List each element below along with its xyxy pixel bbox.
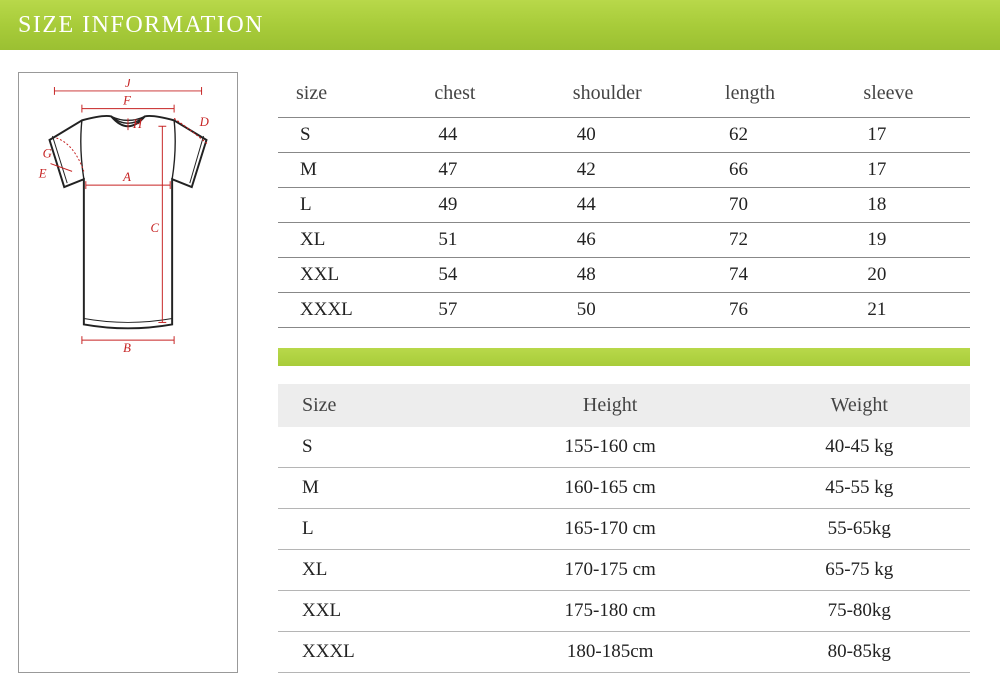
- table-cell: 48: [555, 258, 707, 293]
- table-cell: 42: [555, 153, 707, 188]
- header-bar: SIZE INFORMATION: [0, 0, 1000, 50]
- table-row: XXXL180-185cm80-85kg: [278, 632, 970, 673]
- table-cell: 80-85kg: [749, 632, 970, 673]
- table-row: XXL175-180 cm75-80kg: [278, 591, 970, 632]
- fit-table: Size Height Weight S155-160 cm40-45 kgM1…: [278, 384, 970, 673]
- table-cell: 17: [845, 153, 970, 188]
- diagram-label-f: F: [122, 94, 131, 108]
- table-cell: 46: [555, 223, 707, 258]
- table-cell: 18: [845, 188, 970, 223]
- diagram-label-h: H: [132, 117, 143, 131]
- table-cell: XXL: [278, 591, 472, 632]
- table-cell: 47: [416, 153, 554, 188]
- content-area: J F H D G: [0, 50, 1000, 673]
- table-row: M47426617: [278, 153, 970, 188]
- table-cell: 66: [707, 153, 845, 188]
- table-cell: 57: [416, 293, 554, 328]
- table-cell: 20: [845, 258, 970, 293]
- table-cell: 65-75 kg: [749, 550, 970, 591]
- table-cell: 49: [416, 188, 554, 223]
- table-cell: 51: [416, 223, 554, 258]
- table-cell: 44: [555, 188, 707, 223]
- diagram-label-g: G: [43, 147, 52, 161]
- measurements-table: size chest shoulder length sleeve S44406…: [278, 72, 970, 328]
- col-size: size: [278, 72, 416, 118]
- table-cell: 74: [707, 258, 845, 293]
- table-row: M160-165 cm45-55 kg: [278, 468, 970, 509]
- table-row: S155-160 cm40-45 kg: [278, 427, 970, 468]
- diagram-label-a: A: [122, 170, 131, 184]
- col-chest: chest: [416, 72, 554, 118]
- divider-bar: [278, 348, 970, 366]
- diagram-label-e: E: [38, 166, 47, 180]
- table-row: L165-170 cm55-65kg: [278, 509, 970, 550]
- table-cell: 62: [707, 118, 845, 153]
- table-cell: 76: [707, 293, 845, 328]
- col-shoulder: shoulder: [555, 72, 707, 118]
- table-row: S44406217: [278, 118, 970, 153]
- table-cell: 165-170 cm: [472, 509, 749, 550]
- tshirt-diagram: J F H D G: [18, 72, 238, 673]
- table-cell: XXL: [278, 258, 416, 293]
- table-cell: XXXL: [278, 293, 416, 328]
- table-cell: 55-65kg: [749, 509, 970, 550]
- col-height: Height: [472, 384, 749, 427]
- table-cell: 70: [707, 188, 845, 223]
- col-length: length: [707, 72, 845, 118]
- table-cell: L: [278, 188, 416, 223]
- table-cell: L: [278, 509, 472, 550]
- table-cell: 45-55 kg: [749, 468, 970, 509]
- table-cell: 50: [555, 293, 707, 328]
- table-cell: 21: [845, 293, 970, 328]
- table-cell: 44: [416, 118, 554, 153]
- table-cell: 72: [707, 223, 845, 258]
- diagram-label-c: C: [151, 221, 160, 235]
- table-cell: 17: [845, 118, 970, 153]
- table-cell: 19: [845, 223, 970, 258]
- tables-container: size chest shoulder length sleeve S44406…: [278, 72, 990, 673]
- tshirt-svg: J F H D G: [25, 79, 231, 354]
- table-cell: S: [278, 118, 416, 153]
- table-row: L49447018: [278, 188, 970, 223]
- table-cell: S: [278, 427, 472, 468]
- table-cell: 160-165 cm: [472, 468, 749, 509]
- table-cell: 54: [416, 258, 554, 293]
- table-cell: XL: [278, 223, 416, 258]
- col-weight: Weight: [749, 384, 970, 427]
- table-cell: 180-185cm: [472, 632, 749, 673]
- col-size2: Size: [278, 384, 472, 427]
- table-row: XL170-175 cm65-75 kg: [278, 550, 970, 591]
- table-cell: 75-80kg: [749, 591, 970, 632]
- table-cell: XXXL: [278, 632, 472, 673]
- table-cell: 40: [555, 118, 707, 153]
- table-cell: XL: [278, 550, 472, 591]
- table-row: XXXL57507621: [278, 293, 970, 328]
- table-header-row: Size Height Weight: [278, 384, 970, 427]
- table-cell: M: [278, 153, 416, 188]
- table-cell: 170-175 cm: [472, 550, 749, 591]
- table-header-row: size chest shoulder length sleeve: [278, 72, 970, 118]
- table-cell: M: [278, 468, 472, 509]
- col-sleeve: sleeve: [845, 72, 970, 118]
- diagram-label-j: J: [125, 79, 132, 90]
- table-row: XXL54487420: [278, 258, 970, 293]
- diagram-label-d: D: [199, 115, 210, 129]
- table-row: XL51467219: [278, 223, 970, 258]
- table-cell: 175-180 cm: [472, 591, 749, 632]
- page-title: SIZE INFORMATION: [18, 12, 264, 39]
- table-cell: 40-45 kg: [749, 427, 970, 468]
- diagram-label-b: B: [123, 341, 131, 354]
- table-cell: 155-160 cm: [472, 427, 749, 468]
